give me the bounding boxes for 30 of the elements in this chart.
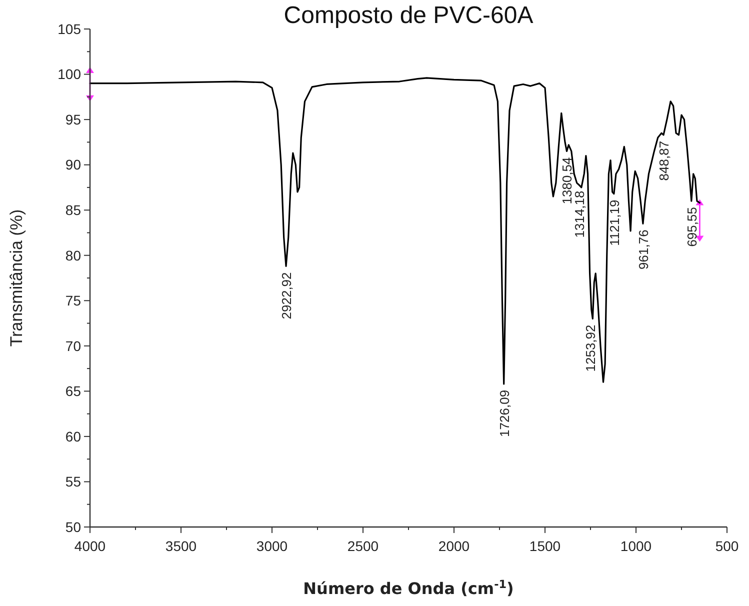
annotation: 1253,92: [582, 324, 598, 372]
y-axis-title: Transmitância (%): [7, 209, 26, 347]
annotation: 1726,09: [496, 390, 512, 437]
x-tick-label: 1500: [529, 538, 561, 554]
annotation: 2922,92: [279, 272, 294, 320]
annotation: 848,87: [656, 140, 672, 181]
x-tick-label: 2000: [438, 538, 470, 554]
x-tick-label: 3500: [165, 538, 197, 554]
y-tick-label: 100: [58, 66, 82, 82]
x-axis-title: Número de Onda (cm$^{-1}$): [303, 578, 514, 598]
y-tick-label: 60: [65, 428, 82, 444]
y-tick-label: 90: [65, 156, 82, 173]
annotation: 961,76: [636, 230, 651, 270]
y-tick-label: 70: [65, 338, 82, 354]
x-tick-label: 500: [715, 538, 739, 554]
x-tick-label: 2500: [347, 538, 379, 554]
x-tick-label: 4000: [74, 538, 106, 554]
y-tick-label: 95: [65, 111, 82, 128]
y-tick-label: 105: [58, 20, 82, 37]
y-tick-label: 75: [65, 292, 82, 309]
annotation: 695,55: [684, 207, 700, 247]
y-tick-label: 50: [65, 518, 82, 535]
y-tick-label: 65: [65, 383, 82, 400]
y-tick-label: 85: [65, 202, 82, 218]
y-tick-label: 80: [65, 247, 82, 264]
chart-title: Composto de PVC-60A: [284, 2, 534, 29]
x-tick-label: 3000: [256, 538, 288, 554]
y-tick-label: 55: [65, 474, 82, 490]
x-tick-label: 1000: [620, 538, 652, 554]
annotation: 1121,19: [606, 200, 622, 246]
